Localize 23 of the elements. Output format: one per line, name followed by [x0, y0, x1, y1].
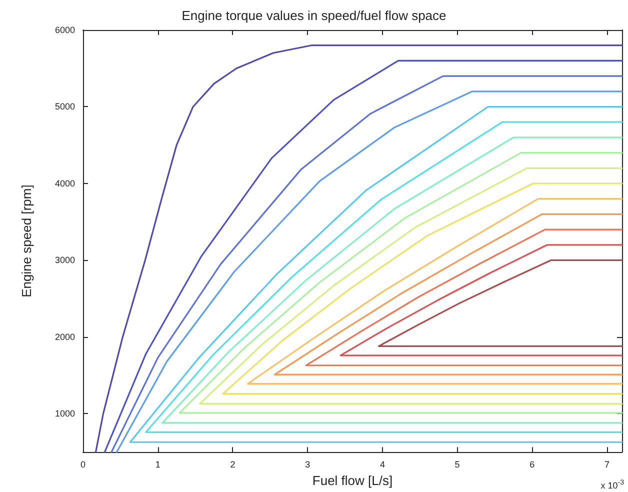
y-tick-label: 6000	[54, 25, 75, 35]
y-tick-label: 2000	[54, 332, 75, 342]
x-tick-label: 1	[155, 460, 160, 470]
line-series	[305, 228, 623, 366]
x-tick-label: 7	[604, 460, 610, 470]
y-tick-label: 5000	[54, 102, 75, 112]
line-series	[222, 182, 623, 395]
line-series	[274, 213, 623, 376]
x-tick-label: 6	[530, 460, 535, 470]
x-axis-title: Fuel flow [L/s]	[312, 473, 393, 488]
y-tick-label: 4000	[54, 178, 75, 188]
y-axis-title: Engine speed [rpm]	[19, 184, 34, 298]
x-tick-label: 5	[454, 460, 460, 470]
line-series	[340, 244, 623, 356]
x-tick-label: 2	[230, 460, 236, 470]
y-tick-label: 3000	[54, 255, 75, 266]
x-tick-label: 0	[80, 460, 86, 470]
line-series	[378, 259, 623, 347]
x-tick-label: 3	[305, 460, 310, 470]
x-tick-label: 4	[380, 460, 385, 470]
chart-title: Engine torque values in speed/fuel flow space	[182, 8, 446, 23]
line-series	[246, 198, 623, 385]
y-tick-label: 1000	[54, 408, 75, 419]
